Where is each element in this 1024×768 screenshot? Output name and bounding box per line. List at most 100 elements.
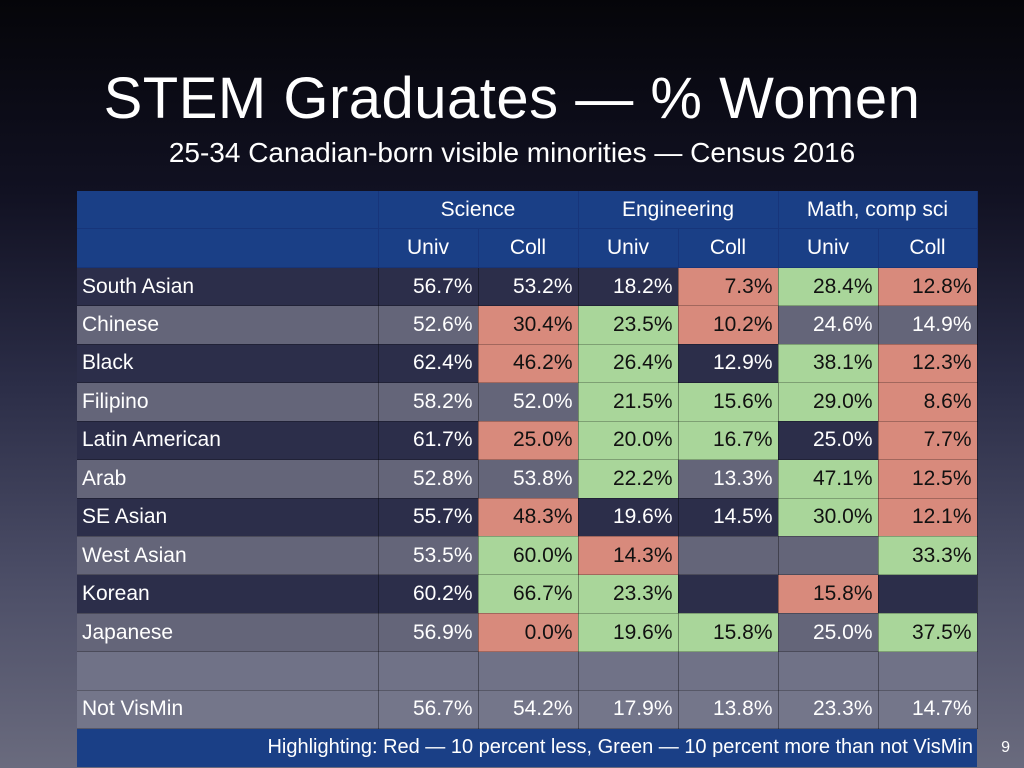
value-cell: 8.6% <box>878 382 978 422</box>
row-label: Black <box>77 344 379 384</box>
table-row: West Asian 53.5% 60.0% 14.3% 33.3% <box>77 536 978 576</box>
value-cell: 30.0% <box>778 498 879 537</box>
value-cell: 38.1% <box>778 344 879 384</box>
header-corner <box>77 191 379 230</box>
value-cell: 61.7% <box>378 421 479 461</box>
value-cell: 25.0% <box>778 613 879 653</box>
value-cell: 56.9% <box>378 613 479 653</box>
group-header-engineering: Engineering <box>578 191 779 230</box>
spacer-cell <box>778 651 879 691</box>
value-cell: 66.7% <box>478 574 579 614</box>
value-cell: 7.7% <box>878 421 978 461</box>
value-cell: 23.3% <box>778 690 879 730</box>
spacer-cell <box>578 651 679 691</box>
value-cell: 58.2% <box>378 382 479 422</box>
value-cell: 56.7% <box>378 690 479 730</box>
group-header-science: Science <box>378 191 579 230</box>
value-cell: 48.3% <box>478 498 579 537</box>
value-cell: 53.2% <box>478 267 579 307</box>
row-label: Not VisMin <box>77 690 379 730</box>
value-cell: 18.2% <box>578 267 679 307</box>
row-label: Chinese <box>77 305 379 345</box>
value-cell: 13.3% <box>678 459 779 499</box>
value-cell: 23.3% <box>578 574 679 614</box>
spacer-cell <box>77 651 379 691</box>
row-label: Filipino <box>77 382 379 422</box>
value-cell: 12.9% <box>678 344 779 384</box>
value-cell: 15.8% <box>778 574 879 614</box>
value-cell: 46.2% <box>478 344 579 384</box>
value-cell: 54.2% <box>478 690 579 730</box>
row-label: Latin American <box>77 421 379 461</box>
value-cell <box>678 574 779 614</box>
row-label: West Asian <box>77 536 379 576</box>
table-row: Black 62.4% 46.2% 26.4% 12.9% 38.1% 12.3% <box>77 344 978 384</box>
value-cell: 47.1% <box>778 459 879 499</box>
table-row: Latin American 61.7% 25.0% 20.0% 16.7% 25.0% 7… <box>77 421 978 461</box>
page-number: 9 <box>1001 739 1010 756</box>
table-row: Filipino 58.2% 52.0% 21.5% 15.6% 29.0% 8.6% <box>77 382 978 422</box>
sub-header: Univ <box>578 228 679 268</box>
value-cell: 52.8% <box>378 459 479 499</box>
value-cell: 26.4% <box>578 344 679 384</box>
value-cell: 25.0% <box>478 421 579 461</box>
group-header-row: Science Engineering Math, comp sci <box>77 191 978 230</box>
sub-header: Coll <box>478 228 579 268</box>
spacer-cell <box>878 651 978 691</box>
value-cell: 20.0% <box>578 421 679 461</box>
spacer-cell <box>678 651 779 691</box>
sub-header-row: Univ Coll Univ Coll Univ Coll <box>77 228 978 268</box>
value-cell: 30.4% <box>478 305 579 345</box>
value-cell: 12.8% <box>878 267 978 307</box>
sub-header: Univ <box>778 228 879 268</box>
value-cell: 56.7% <box>378 267 479 307</box>
legend-row: Highlighting: Red — 10 percent less, Gre… <box>77 728 977 767</box>
value-cell: 28.4% <box>778 267 879 307</box>
baseline-row: Not VisMin 56.7% 54.2% 17.9% 13.8% 23.3%… <box>77 690 978 730</box>
value-cell: 12.5% <box>878 459 978 499</box>
value-cell: 24.6% <box>778 305 879 345</box>
value-cell: 52.0% <box>478 382 579 422</box>
value-cell: 37.5% <box>878 613 978 653</box>
value-cell: 12.3% <box>878 344 978 384</box>
group-header-math: Math, comp sci <box>778 191 978 230</box>
sub-header: Univ <box>378 228 479 268</box>
value-cell: 53.5% <box>378 536 479 576</box>
table-row: SE Asian 55.7% 48.3% 19.6% 14.5% 30.0% 12.1% <box>77 498 978 537</box>
value-cell: 14.9% <box>878 305 978 345</box>
value-cell: 23.5% <box>578 305 679 345</box>
sub-header: Coll <box>878 228 978 268</box>
row-label: South Asian <box>77 267 379 307</box>
value-cell: 25.0% <box>778 421 879 461</box>
highlight-legend: Highlighting: Red — 10 percent less, Gre… <box>77 728 977 767</box>
value-cell: 14.5% <box>678 498 779 537</box>
slide-title: STEM Graduates — % Women <box>103 66 921 131</box>
value-cell: 33.3% <box>878 536 978 576</box>
value-cell: 14.3% <box>578 536 679 576</box>
value-cell: 15.6% <box>678 382 779 422</box>
value-cell: 16.7% <box>678 421 779 461</box>
value-cell <box>878 574 978 614</box>
value-cell: 10.2% <box>678 305 779 345</box>
table-row: Chinese 52.6% 30.4% 23.5% 10.2% 24.6% 14.9% <box>77 305 978 345</box>
table-row: Japanese 56.9% 0.0% 19.6% 15.8% 25.0% 37.5% <box>77 613 978 653</box>
value-cell: 53.8% <box>478 459 579 499</box>
value-cell: 14.7% <box>878 690 978 730</box>
value-cell: 19.6% <box>578 498 679 537</box>
table-row: Arab 52.8% 53.8% 22.2% 13.3% 47.1% 12.5% <box>77 459 978 499</box>
spacer-row <box>77 651 978 691</box>
value-cell: 21.5% <box>578 382 679 422</box>
value-cell: 52.6% <box>378 305 479 345</box>
slide-subtitle: 25-34 Canadian-born visible minorities —… <box>168 137 856 168</box>
value-cell: 29.0% <box>778 382 879 422</box>
header-corner <box>77 228 379 268</box>
value-cell: 17.9% <box>578 690 679 730</box>
value-cell: 13.8% <box>678 690 779 730</box>
value-cell: 55.7% <box>378 498 479 537</box>
spacer-cell <box>378 651 479 691</box>
value-cell <box>778 536 879 576</box>
value-cell: 15.8% <box>678 613 779 653</box>
value-cell: 0.0% <box>478 613 579 653</box>
stem-women-table: Science Engineering Math, comp sci Univ … <box>77 191 978 767</box>
table-row: South Asian 56.7% 53.2% 18.2% 7.3% 28.4% 12.8% <box>77 267 978 307</box>
